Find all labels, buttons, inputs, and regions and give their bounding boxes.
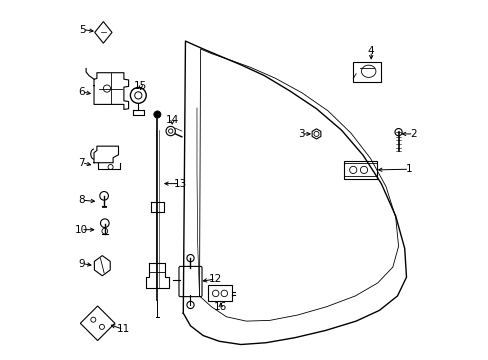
Text: 9: 9 — [78, 258, 85, 269]
Text: 1: 1 — [405, 164, 412, 174]
Text: 8: 8 — [78, 195, 85, 205]
Text: 5: 5 — [79, 24, 85, 35]
Circle shape — [153, 111, 161, 118]
Text: 6: 6 — [78, 87, 85, 97]
Text: 13: 13 — [173, 179, 187, 189]
Text: 16: 16 — [214, 302, 227, 312]
Text: 11: 11 — [117, 324, 130, 334]
Text: 3: 3 — [298, 129, 304, 139]
Text: 14: 14 — [165, 115, 179, 125]
Text: 2: 2 — [409, 129, 416, 139]
Text: 10: 10 — [74, 225, 87, 235]
Text: 12: 12 — [209, 274, 222, 284]
Text: 15: 15 — [134, 81, 147, 91]
Text: 4: 4 — [367, 46, 374, 56]
Text: 7: 7 — [78, 158, 85, 168]
